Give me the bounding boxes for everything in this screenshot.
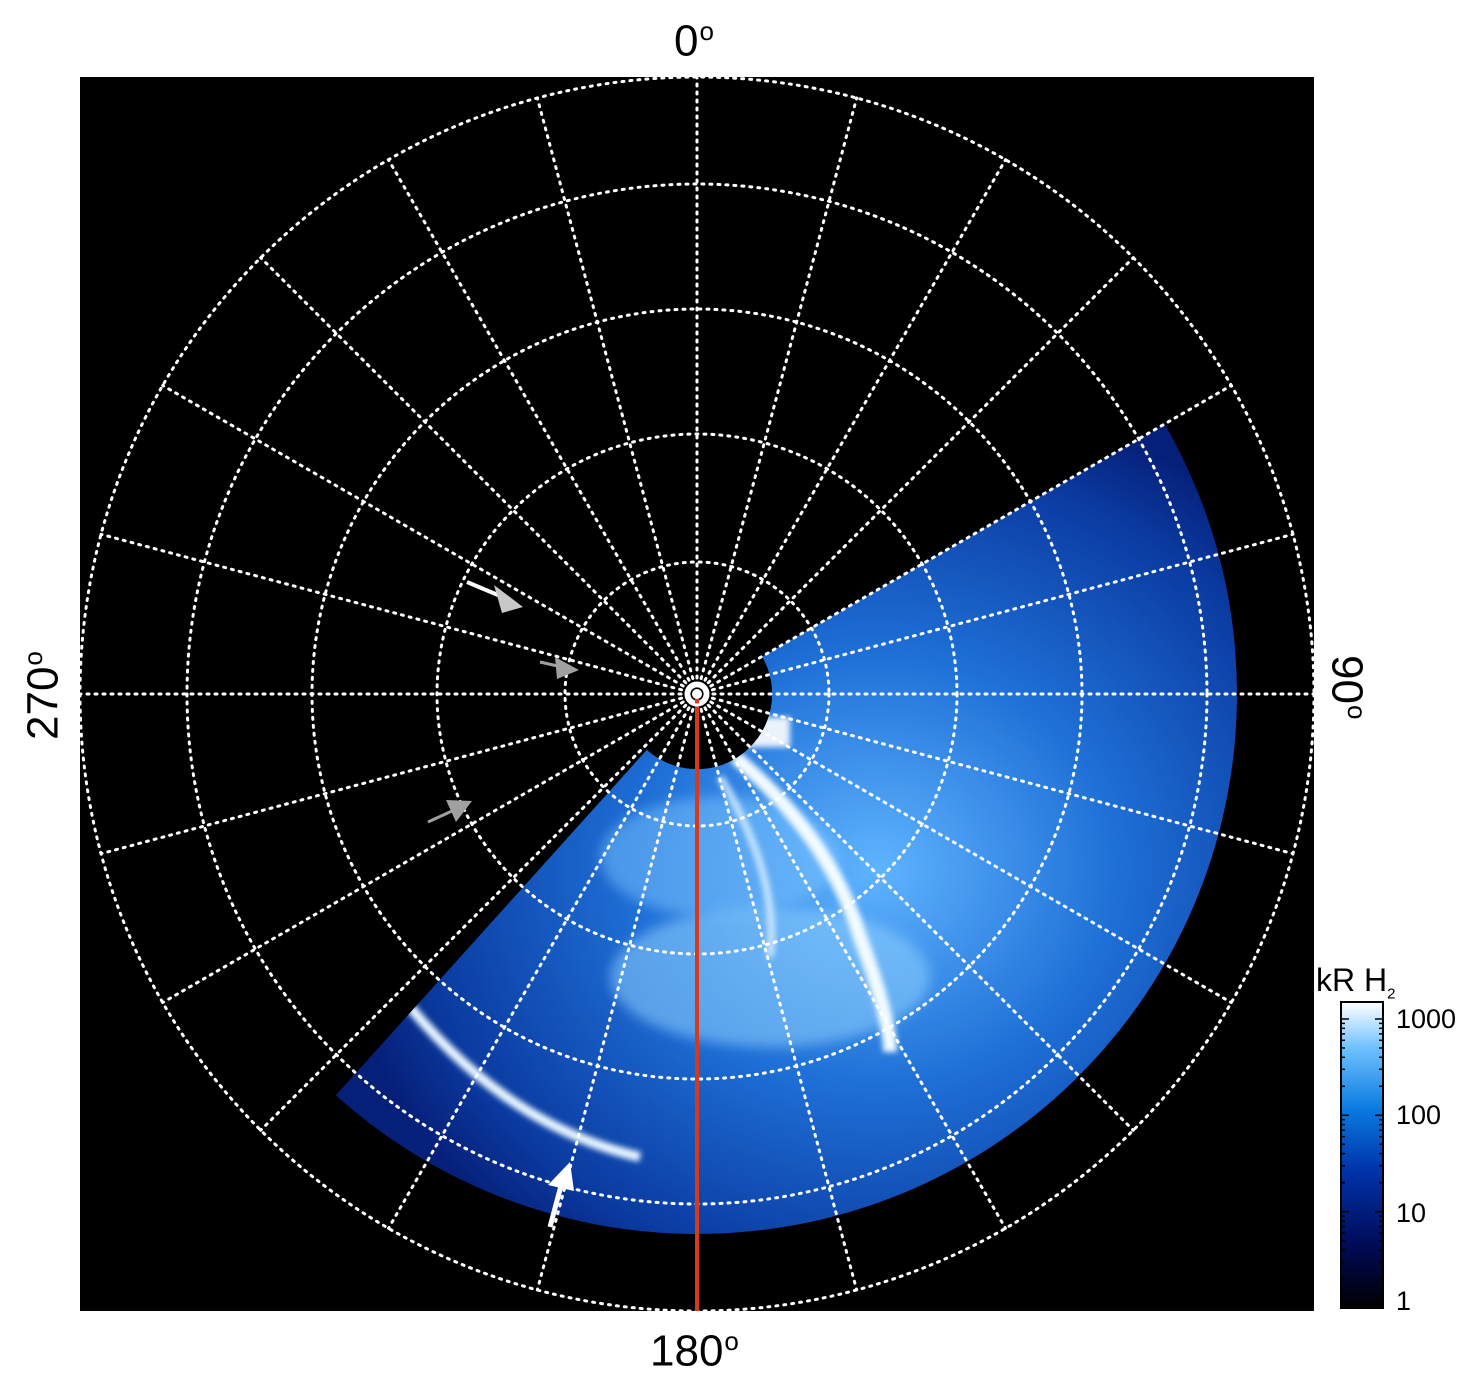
arrow [547, 1162, 574, 1228]
longitude-line [695, 158, 1007, 696]
label-0-deg: 0o [674, 16, 714, 66]
longitude-line [99, 532, 699, 696]
longitude-line [695, 384, 1233, 696]
colorbar-tick-marks [1341, 1018, 1383, 1309]
inner-auroral-arc-2 [716, 774, 776, 958]
label-180-deg: 180o [650, 1326, 739, 1376]
longitude-line [695, 256, 1135, 696]
aurora-emission-region [335, 424, 1238, 1234]
longitude-line [695, 692, 1007, 1230]
longitude-line [695, 692, 859, 1292]
longitude-line [695, 692, 1295, 856]
longitude-line [259, 256, 699, 696]
longitude-line [695, 692, 1135, 1132]
arrow [427, 800, 472, 824]
pole-marker [684, 681, 710, 707]
longitude-line [161, 384, 699, 696]
arrow [466, 580, 523, 613]
label-90-deg: 90o [1322, 655, 1372, 720]
colorbar-title: kR H2 [1316, 962, 1396, 1003]
main-auroral-arc [406, 1003, 642, 1162]
colorbar [1340, 1001, 1384, 1309]
colorbar-tick-label: 100 [1396, 1100, 1442, 1130]
pole-marker-inner [692, 689, 702, 699]
longitude-line [695, 96, 859, 696]
label-270-deg: 270o [18, 651, 68, 740]
longitude-line [535, 692, 699, 1292]
polar-auroral-map [80, 77, 1314, 1311]
aurora-bright-patch [610, 907, 930, 1047]
longitude-line [695, 692, 1233, 1004]
arrow [539, 657, 579, 679]
longitude-line [259, 692, 699, 1132]
longitude-line [535, 96, 699, 696]
longitude-line [387, 158, 699, 696]
longitude-line [99, 692, 699, 856]
longitude-line [695, 532, 1295, 696]
aurora-bright-patch [600, 797, 840, 917]
longitude-line [161, 692, 699, 1004]
colorbar-tick-label: 10 [1396, 1198, 1427, 1228]
colorbar-tick-label: 1000 [1396, 1004, 1457, 1034]
longitude-line [387, 692, 699, 1230]
lat-lon-grid [80, 77, 1314, 1311]
colorbar-gradient [1340, 1001, 1384, 1309]
colorbar-tick-label: 1 [1396, 1286, 1412, 1316]
